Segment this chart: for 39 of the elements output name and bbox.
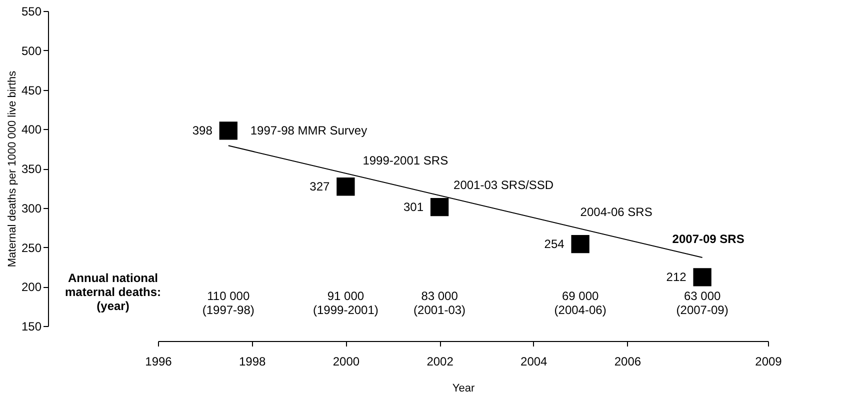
y-tick-label: 550 xyxy=(21,4,42,18)
x-tick-label: 2006 xyxy=(614,354,642,368)
y-tick-label: 450 xyxy=(21,83,42,98)
data-label: 398 xyxy=(192,124,213,138)
data-label: 212 xyxy=(666,270,687,284)
data-label: 327 xyxy=(310,180,330,194)
y-tick-label: 300 xyxy=(21,201,42,216)
y-tick-label: 500 xyxy=(21,44,42,58)
annotation: 1999-2001 SRS xyxy=(362,154,448,168)
y-tick-label: 350 xyxy=(21,162,42,176)
x-tick-label: 2004 xyxy=(520,354,548,368)
data-label: 301 xyxy=(404,200,424,214)
annotation: 69 000 (2004-06) xyxy=(554,289,606,317)
y-axis-title: Maternal deaths per 1000 000 live births xyxy=(6,70,18,268)
x-tick-label: 2009 xyxy=(755,354,782,368)
point xyxy=(693,268,712,286)
annotation: 2007-09 SRS xyxy=(672,232,744,246)
y-tick-label: 250 xyxy=(21,240,42,255)
point xyxy=(571,235,590,254)
y-tick-label: 400 xyxy=(21,122,42,137)
annotation: 1997-98 MMR Survey xyxy=(250,124,368,138)
x-axis-title: Year xyxy=(452,382,475,394)
annotation: Annual national maternal deaths: (year) xyxy=(64,271,162,313)
y-tick-label: 200 xyxy=(21,280,42,294)
annotation: 63 000 (2007-09) xyxy=(676,289,728,317)
annotation: 2001-03 SRS/SSD xyxy=(454,178,554,192)
data-label: 254 xyxy=(544,237,565,252)
annotation: 91 000 (1999-2001) xyxy=(312,289,378,317)
x-tick-label: 1998 xyxy=(238,354,266,368)
point xyxy=(430,198,449,216)
x-tick-label: 2000 xyxy=(332,354,360,368)
point xyxy=(336,178,355,196)
y-tick-label: 150 xyxy=(21,320,42,334)
x-tick-label: 2002 xyxy=(426,354,454,368)
annotation: 2004-06 SRS xyxy=(580,205,652,220)
annotation: 110 000 (1997-98) xyxy=(202,289,254,317)
point xyxy=(219,122,238,140)
annotation: 83 000 (2001-03) xyxy=(414,289,466,317)
x-tick-label: 1996 xyxy=(145,354,172,368)
